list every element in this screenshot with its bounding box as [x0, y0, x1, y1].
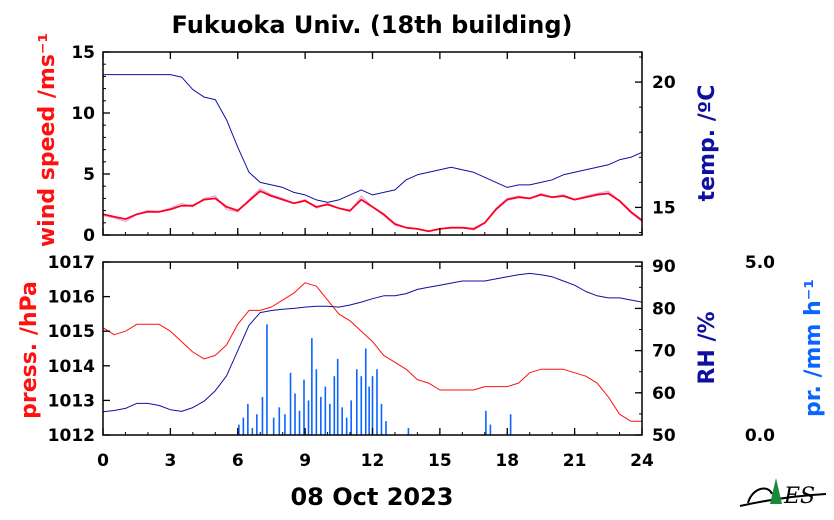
precip-bar [371, 376, 374, 435]
pressure-tick-label: 1017 [48, 253, 95, 273]
svg-text:E: E [783, 484, 800, 509]
precip-bar [368, 386, 370, 435]
precip-bar [329, 403, 331, 435]
precip-bar [364, 348, 367, 435]
precip-bar [294, 393, 296, 435]
pressure-series [102, 282, 642, 422]
x-tick-label: 12 [361, 451, 385, 471]
pressure-tick-label: 1015 [48, 322, 95, 342]
x-tick-label: 15 [428, 451, 452, 471]
temperature-tick-label: 20 [652, 73, 676, 93]
x-tick-label: 9 [299, 451, 311, 471]
x-tick-label: 6 [232, 451, 244, 471]
pressure-tick-labels: 1012 1013 1014 1015 1016 1017 [48, 253, 95, 446]
rh-tick-labels: 50 60 70 80 90 [652, 257, 676, 446]
pressure-tick-label: 1014 [48, 357, 95, 377]
precip-bar [489, 424, 492, 435]
precip-bar [407, 428, 410, 435]
x-tick-label: 3 [164, 451, 176, 471]
precip-bar [247, 403, 249, 435]
precip-bar [272, 417, 275, 435]
precip-bar [307, 400, 310, 435]
bottom-panel-ticks [102, 261, 643, 436]
svg-text:S: S [800, 484, 815, 509]
wind-speed-mean-line [102, 190, 643, 233]
x-tick-label: 18 [495, 451, 519, 471]
precip-bar [355, 369, 358, 435]
rh-tick-label: 90 [652, 257, 676, 277]
precip-bar [350, 400, 352, 435]
precip-bar [336, 358, 339, 435]
wind-speed-tick-label: 15 [71, 43, 95, 63]
rh-tick-label: 80 [652, 299, 676, 319]
precip-bar [242, 417, 245, 435]
pressure-tick-label: 1013 [48, 391, 95, 411]
wind-speed-tick-labels: 0 5 10 15 [71, 43, 95, 246]
precip-tick-label: 0.0 [745, 426, 775, 446]
precip-bar [376, 369, 378, 435]
precip-bar [311, 338, 313, 435]
precip-bar [298, 410, 301, 435]
rh-tick-label: 70 [652, 342, 676, 362]
x-tick-label: 0 [97, 451, 109, 471]
x-tick-label: 24 [630, 451, 654, 471]
precipitation-bars [238, 324, 512, 435]
precip-bar [315, 369, 318, 435]
rh-axis-label: RH /% [695, 311, 720, 384]
pressure-tick-label: 1016 [48, 288, 95, 308]
wind-speed-tick-label: 10 [71, 104, 95, 124]
precip-bar [485, 410, 487, 435]
precip-bar [380, 403, 383, 435]
x-axis-tick-labels: 0 3 6 9 12 15 18 21 24 [97, 451, 654, 471]
pressure-axis-label: press. /hPa [17, 281, 42, 419]
top-panel-ticks [102, 51, 643, 236]
precip-bar [238, 424, 240, 435]
temperature-tick-label: 15 [652, 198, 676, 218]
precip-bar [360, 376, 363, 435]
precip-bar [266, 324, 268, 435]
precip-bar [251, 428, 254, 435]
precip-bar [289, 372, 292, 435]
precip-bar [385, 421, 387, 435]
precip-bar [303, 379, 305, 435]
pressure-line [102, 282, 642, 422]
rh-tick-label: 50 [652, 426, 676, 446]
precip-bar [509, 414, 512, 435]
pressure-tick-label: 1012 [48, 426, 95, 446]
wind-speed-tick-label: 0 [83, 226, 95, 246]
institution-logo: E S [739, 478, 827, 509]
precip-axis-label: pr. /mm h⁻¹ [801, 279, 826, 417]
x-tick-label: 21 [563, 451, 587, 471]
temperature-series [103, 74, 643, 203]
precip-bar [256, 414, 258, 435]
precip-bar [324, 386, 327, 435]
wind-speed-axis-label: wind speed /ms⁻¹ [35, 33, 60, 247]
rh-tick-label: 60 [652, 384, 676, 404]
precip-bar [345, 417, 348, 435]
temperature-axis-label: temp. /ºC [695, 85, 720, 202]
precip-tick-label: 5.0 [745, 253, 775, 273]
precip-bar [278, 407, 281, 435]
wind-speed-mean-series [102, 190, 643, 233]
precip-bar [261, 396, 264, 435]
wind-speed-tick-label: 5 [83, 165, 95, 185]
precip-bar [333, 376, 336, 435]
precip-bar [284, 414, 286, 435]
rh-line [102, 272, 643, 413]
precip-bar [341, 407, 343, 435]
chart-title: Fukuoka Univ. (18th building) [172, 11, 573, 39]
precip-tick-labels: 0.0 5.0 [745, 253, 775, 446]
temperature-line [103, 74, 643, 203]
date-label: 08 Oct 2023 [290, 483, 453, 511]
relative-humidity-series [102, 272, 643, 413]
precip-bar [320, 396, 322, 435]
